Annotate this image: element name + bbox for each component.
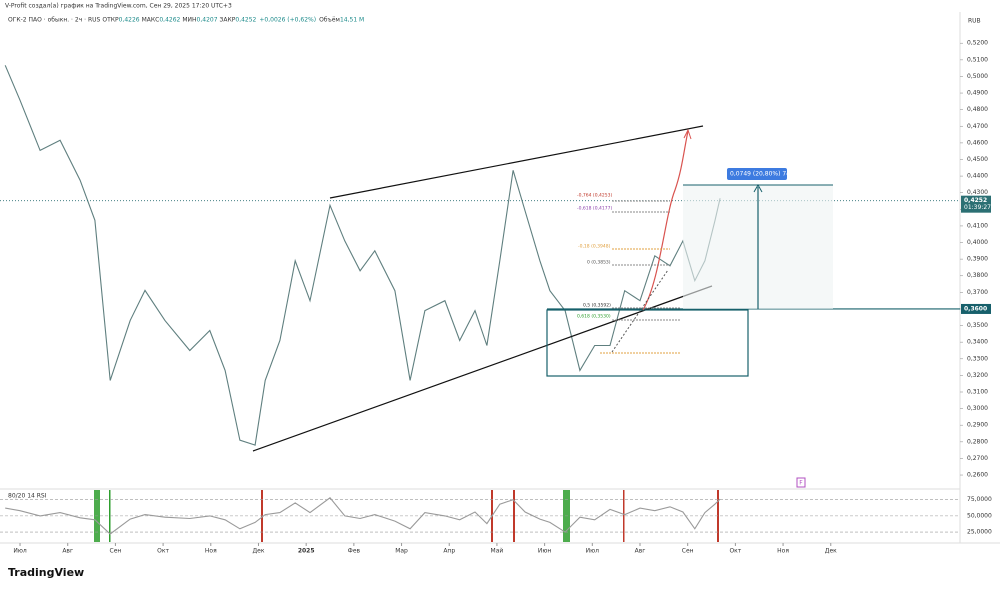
signal-bar xyxy=(109,490,111,542)
fib-label: 0 (0,3853) xyxy=(587,260,611,266)
x-tick-label: Авг xyxy=(62,548,73,555)
currency: RUB xyxy=(968,18,981,25)
y-tick-label: 0,4100 xyxy=(967,222,988,229)
x-tick-label: Июл xyxy=(586,548,600,555)
attribution: V-Profit создал(а) график на TradingView… xyxy=(5,3,232,10)
y-tick-label: 0,4300 xyxy=(967,189,988,196)
y-tick-label: 25,0000 xyxy=(967,529,992,536)
y-tick-label: 0,5200 xyxy=(967,40,988,47)
event-icon xyxy=(796,477,806,488)
y-tick-label: 0,4000 xyxy=(967,239,988,246)
x-tick-label: Авг xyxy=(635,548,646,555)
zone-box xyxy=(546,309,749,377)
x-tick-label: Апр xyxy=(443,548,455,555)
y-tick-label: 0,3400 xyxy=(967,339,988,346)
event-icon-label: F xyxy=(799,480,803,487)
y-tick-label: 0,3300 xyxy=(967,355,988,362)
legend-value: 0,4252 xyxy=(235,17,256,24)
fib-label: -0,764 (0,4253) xyxy=(577,193,612,199)
y-tick-label: 0,5000 xyxy=(967,73,988,80)
price-label: 0,3600 xyxy=(964,305,987,312)
y-tick-label: 0,4700 xyxy=(967,123,988,130)
signal-bar xyxy=(623,490,625,542)
price-label-bg xyxy=(961,303,991,314)
legend-label: Объём xyxy=(319,17,340,24)
plot: 0,2600 0,2700 0,2800 0,2900 0,3000 0,3100 0,32… xyxy=(0,40,992,555)
y-tick-label: 75,0000 xyxy=(967,496,992,503)
y-tick-label: 0,4500 xyxy=(967,156,988,163)
series-line xyxy=(4,65,721,446)
legend-value: 0,4262 xyxy=(159,17,180,24)
price-label: 0,4252 xyxy=(964,197,987,204)
legend-label: ЗАКР xyxy=(220,17,236,24)
legend-symbol: ОГК-2 ПАО · обыкн. · 2ч · RUS xyxy=(8,17,101,24)
trend-line xyxy=(252,285,713,452)
brand: TradingView xyxy=(8,566,84,579)
legend-value: 0,4207 xyxy=(197,17,218,24)
x-tick-label: Сен xyxy=(682,548,694,555)
y-tick-label: 0,3200 xyxy=(967,372,988,379)
series-line xyxy=(5,497,721,535)
x-tick-label: Сен xyxy=(110,548,122,555)
y-tick-label: 0,5100 xyxy=(967,56,988,63)
legend: ОГК-2 ПАО · обыкн. · 2ч · RUS ОТКР 0,4226 М… xyxy=(8,17,364,24)
x-tick-label: Ноя xyxy=(205,548,217,555)
forecast-arrowhead xyxy=(683,128,692,140)
x-tick-label: Ноя xyxy=(777,548,789,555)
y-tick-label: 0,2900 xyxy=(967,422,988,429)
legend-label: МАКС xyxy=(142,17,160,24)
y-tick-label: 0,4600 xyxy=(967,139,988,146)
x-tick-label: Окт xyxy=(157,548,169,555)
y-tick-label: 50,0000 xyxy=(967,512,992,519)
y-tick-label: 0,4800 xyxy=(967,106,988,113)
fib-label: -0,18 (0,3948) xyxy=(578,244,611,250)
x-tick-label: Мар xyxy=(395,548,408,555)
timer: 01:39:27 xyxy=(964,204,991,211)
fib-label: 0,5 (0,3592) xyxy=(583,303,611,309)
legend-change: +0,0026 (+0,62%) xyxy=(259,17,316,24)
y-tick-label: 0,2600 xyxy=(967,472,988,479)
y-tick-label: 0,4400 xyxy=(967,173,988,180)
y-tick-label: 0,4900 xyxy=(967,90,988,97)
projection xyxy=(611,269,669,353)
y-tick-label: 0,3100 xyxy=(967,388,988,395)
x-tick-label: Июл xyxy=(13,548,27,555)
legend-label: ОТКР xyxy=(102,17,119,24)
measure-label-bg xyxy=(727,168,787,180)
rsi-title: 80/20 14 RSI xyxy=(8,493,47,500)
y-tick-label: 0,3900 xyxy=(967,256,988,263)
x-tick-label: Фев xyxy=(348,548,361,555)
fib-label: -0,618 (0,4177) xyxy=(577,206,612,212)
legend-value: 0,4226 xyxy=(119,17,140,24)
x-tick-label: Дек xyxy=(252,548,264,555)
y-tick-label: 0,3700 xyxy=(967,289,988,296)
y-tick-label: 0,3000 xyxy=(967,405,988,412)
annotations: 0,0749 (20,80%) 749 -0,764 (0,4253) -0,618… xyxy=(577,171,794,320)
y-tick-label: 0,3800 xyxy=(967,272,988,279)
x-tick-label: Окт xyxy=(729,548,741,555)
y-tick-label: 0,3500 xyxy=(967,322,988,329)
x-tick-label: Дек xyxy=(825,548,837,555)
trend-line xyxy=(329,125,704,199)
price-label-bg xyxy=(961,195,991,213)
y-tick-label: 0,2800 xyxy=(967,438,988,445)
fib-label: 0,618 (0,3530) xyxy=(577,314,611,320)
measure-label: 0,0749 (20,80%) 749 xyxy=(730,171,794,178)
x-tick-label: Май xyxy=(491,548,504,555)
signal-bar xyxy=(513,490,515,542)
legend-label: МИН xyxy=(182,17,196,24)
drawings: F xyxy=(252,125,833,488)
x-tick-label: Июн xyxy=(538,548,552,555)
measure-arrowhead xyxy=(753,183,763,193)
legend-value: 14,51 M xyxy=(340,17,364,24)
forecast-arrow xyxy=(642,130,689,311)
x-tick-label: 2025 xyxy=(298,548,315,555)
y-tick-label: 0,2700 xyxy=(967,455,988,462)
